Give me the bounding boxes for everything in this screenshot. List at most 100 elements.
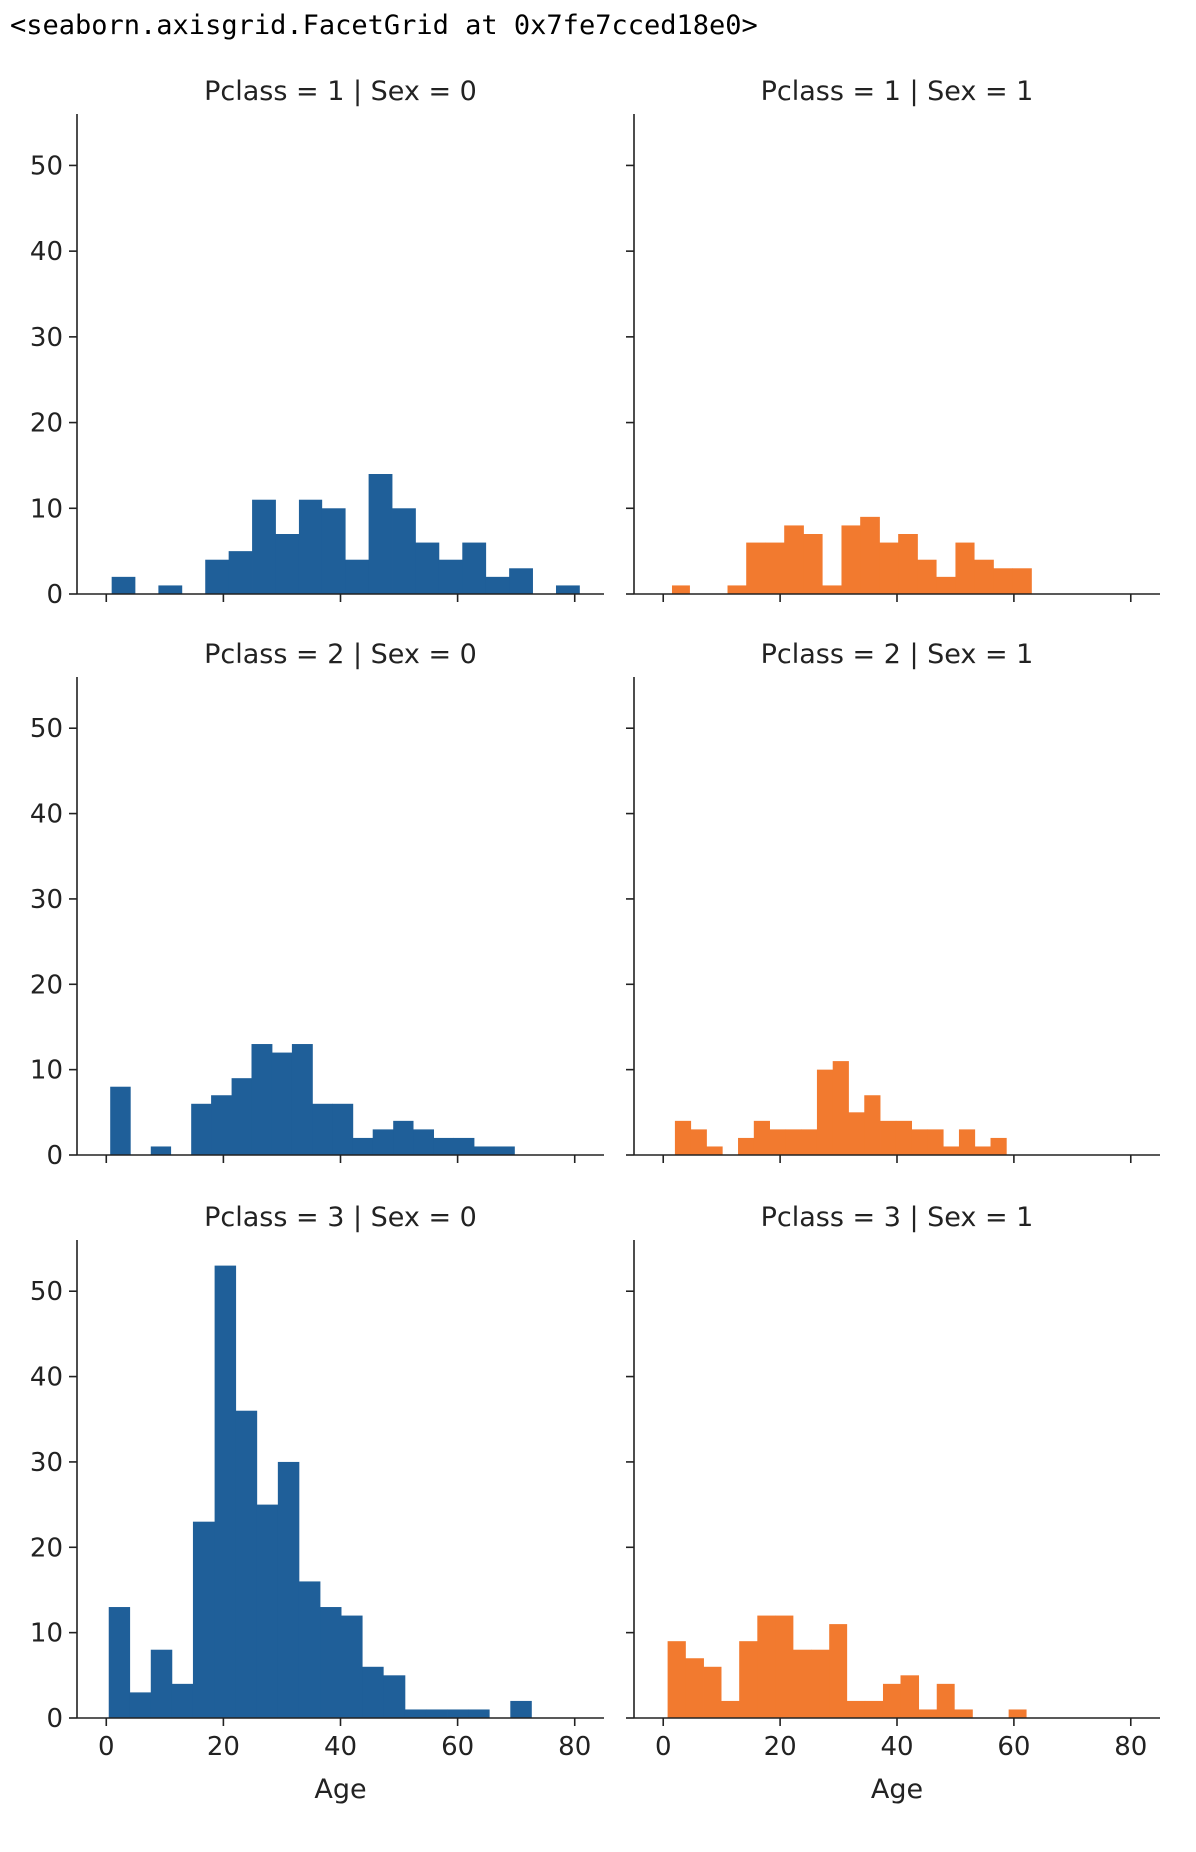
x-axis-label: Age [871,1774,923,1805]
y-tick-label: 30 [30,1448,63,1478]
panel-title: Pclass = 2 | Sex = 0 [204,639,477,670]
histogram-bar [110,1086,131,1155]
histogram-bar [447,1709,469,1718]
histogram-bar [936,1683,955,1718]
histogram-bar [191,1103,212,1155]
histogram-bar [738,1137,755,1155]
histogram-bar [425,1709,448,1718]
y-tick-label: 10 [30,1056,63,1086]
histogram-bar [860,516,880,594]
histogram-bar [108,1607,131,1718]
histogram-bar [362,1666,384,1718]
histogram-bar [974,559,994,594]
histogram-bar [312,1103,333,1155]
histogram-bar [879,542,899,594]
histogram-bar [298,1581,321,1718]
y-tick-label: 20 [30,1533,63,1563]
histogram-bar [954,1709,973,1718]
histogram-bar [822,585,842,594]
histogram-bar [880,1120,897,1155]
histogram-bar [192,1521,216,1718]
x-axis-label: Age [314,1774,366,1805]
histogram-bar [721,1700,740,1718]
histogram-bar [393,1120,414,1155]
histogram-bar [372,1129,394,1155]
y-tick-label: 50 [30,151,63,181]
histogram-bar [462,542,487,594]
y-tick-label: 10 [30,1619,63,1649]
histogram-bar [974,1146,991,1155]
y-tick-label: 30 [30,885,63,915]
histogram-bar [898,534,918,594]
histogram-bar [1008,1709,1027,1718]
histogram-bar [129,1692,152,1718]
histogram-bar [415,542,440,594]
histogram-bar [690,1129,707,1155]
histogram-bar [882,1683,901,1718]
histogram-bar [703,1666,722,1718]
x-tick-label: 0 [655,1732,672,1762]
y-tick-label: 50 [30,1277,63,1307]
histogram-bar [911,1129,928,1155]
y-tick-label: 40 [30,1363,63,1393]
y-tick-label: 0 [46,580,63,610]
panel-title: Pclass = 1 | Sex = 1 [761,76,1034,107]
histogram-bar [413,1129,435,1155]
histogram-bar [900,1675,920,1718]
histogram-bar [846,1700,866,1718]
x-tick-label: 60 [441,1732,474,1762]
histogram-bar [811,1649,830,1718]
histogram-bar [150,1649,173,1718]
histogram-bar [251,1044,273,1155]
histogram-bar [252,499,276,594]
histogram-bar [158,585,183,594]
y-tick-label: 10 [30,494,63,524]
x-tick-label: 80 [1114,1732,1147,1762]
y-tick-label: 20 [30,409,63,439]
histogram-bar [769,1129,786,1155]
panel-title: Pclass = 3 | Sex = 1 [761,1202,1034,1233]
histogram-bar [918,1709,938,1718]
panel-title: Pclass = 1 | Sex = 0 [204,76,477,107]
histogram-bar [341,1615,363,1718]
histogram-bar [235,1410,258,1718]
histogram-bar [765,542,785,594]
histogram-bar [493,1146,515,1155]
histogram-bar [150,1146,172,1155]
histogram-bar [832,1061,849,1155]
histogram-bar [801,1129,818,1155]
histogram-bar [510,1700,532,1718]
histogram-bar [298,499,323,594]
histogram-bar [214,1265,237,1718]
histogram-bar [228,551,253,594]
output-repr-text: <seaborn.axisgrid.FacetGrid at 0x7fe7cce… [10,10,758,41]
histogram-bar [993,568,1013,594]
histogram-bar [433,1137,454,1155]
panel-title: Pclass = 2 | Sex = 1 [761,639,1034,670]
histogram-bar [864,1095,881,1155]
histogram-bar [291,1044,313,1155]
y-tick-label: 0 [46,1704,63,1734]
histogram-bar [211,1095,232,1155]
histogram-bar [936,576,956,594]
histogram-bar [438,559,463,594]
histogram-bar [485,576,510,594]
histogram-bar [404,1709,427,1718]
histogram-bar [848,1112,865,1155]
histogram-bar [271,1052,293,1155]
histogram-bar [958,1129,976,1155]
x-tick-label: 60 [997,1732,1030,1762]
histogram-bar [383,1675,406,1718]
histogram-bar [753,1120,770,1155]
histogram-bar [111,576,136,594]
histogram-bar [392,508,416,594]
histogram-bar [727,585,747,594]
x-tick-label: 40 [324,1732,357,1762]
histogram-bar [332,1103,354,1155]
histogram-bar [706,1146,723,1155]
histogram-bar [746,542,766,594]
histogram-bar [685,1658,704,1718]
y-tick-label: 40 [30,237,63,267]
x-tick-label: 20 [764,1732,797,1762]
histogram-bar [927,1129,944,1155]
